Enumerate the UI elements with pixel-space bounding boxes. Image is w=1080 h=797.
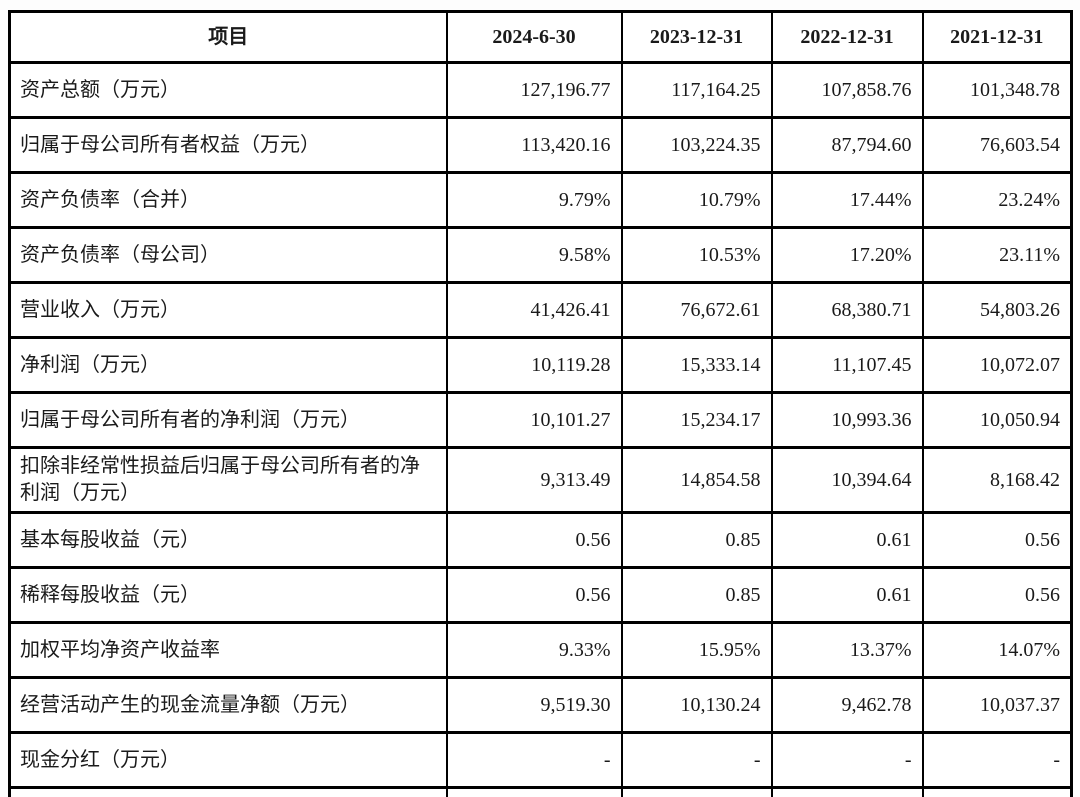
value-cell: 54,803.26 bbox=[921, 281, 1073, 339]
item-label-cell: 基本每股收益（元） bbox=[8, 511, 448, 569]
table-row: 资产负债率（母公司） 9.58% 10.53% 17.20% 23.11% bbox=[8, 226, 1073, 284]
value-cell: 10,037.37 bbox=[921, 676, 1073, 734]
table-row: 基本每股收益（元） 0.56 0.85 0.61 0.56 bbox=[8, 511, 1073, 569]
table-row: 研发投入占营业收入的比例5.60%7.04%6.24%7.62% bbox=[8, 786, 1073, 797]
table-row: 稀释每股收益（元） 0.56 0.85 0.61 0.56 bbox=[8, 566, 1073, 624]
value-cell: 7.04% bbox=[620, 786, 773, 797]
value-cell: 9.58% bbox=[445, 226, 623, 284]
item-label-cell: 研发投入占营业收入的比例 bbox=[8, 786, 448, 797]
value-cell: 9,519.30 bbox=[445, 676, 623, 734]
value-cell: 14,854.58 bbox=[620, 446, 773, 514]
item-label-cell: 归属于母公司所有者权益（万元） bbox=[8, 116, 448, 174]
value-cell: 13.37% bbox=[770, 621, 924, 679]
value-cell: 9.79% bbox=[445, 171, 623, 229]
value-cell: 15,234.17 bbox=[620, 391, 773, 449]
value-cell: 10,993.36 bbox=[770, 391, 924, 449]
item-label-cell: 稀释每股收益（元） bbox=[8, 566, 448, 624]
value-cell: - bbox=[921, 731, 1073, 789]
item-label-cell: 净利润（万元） bbox=[8, 336, 448, 394]
value-cell: 9.33% bbox=[445, 621, 623, 679]
value-cell: 23.11% bbox=[921, 226, 1073, 284]
column-header-date: 2022-12-31 bbox=[770, 10, 924, 64]
value-cell: 107,858.76 bbox=[770, 61, 924, 119]
item-label-cell: 资产负债率（母公司） bbox=[8, 226, 448, 284]
value-cell: 6.24% bbox=[770, 786, 924, 797]
value-cell: 10,394.64 bbox=[770, 446, 924, 514]
item-label-cell: 资产负债率（合并） bbox=[8, 171, 448, 229]
column-header-date: 2023-12-31 bbox=[620, 10, 773, 64]
table-row: 扣除非经常性损益后归属于母公司所有者的净利润（万元） 9,313.49 14,854… bbox=[8, 446, 1073, 514]
value-cell: 9,313.49 bbox=[445, 446, 623, 514]
item-label-cell: 现金分红（万元） bbox=[8, 731, 448, 789]
value-cell: 10,101.27 bbox=[445, 391, 623, 449]
value-cell: 23.24% bbox=[921, 171, 1073, 229]
value-cell: 0.61 bbox=[770, 566, 924, 624]
value-cell: 68,380.71 bbox=[770, 281, 924, 339]
value-cell: 0.56 bbox=[921, 511, 1073, 569]
value-cell: 5.60% bbox=[445, 786, 623, 797]
item-label-cell: 经营活动产生的现金流量净额（万元） bbox=[8, 676, 448, 734]
value-cell: 0.56 bbox=[445, 511, 623, 569]
item-label-cell: 营业收入（万元） bbox=[8, 281, 448, 339]
value-cell: 15.95% bbox=[620, 621, 773, 679]
value-cell: 8,168.42 bbox=[921, 446, 1073, 514]
value-cell: 14.07% bbox=[921, 621, 1073, 679]
value-cell: - bbox=[445, 731, 623, 789]
table-row: 归属于母公司所有者的净利润（万元） 10,101.27 15,234.17 10,99… bbox=[8, 391, 1073, 449]
value-cell: 10,072.07 bbox=[921, 336, 1073, 394]
table-row: 营业收入（万元） 41,426.41 76,672.61 68,380.71 54,80… bbox=[8, 281, 1073, 339]
item-label-cell: 资产总额（万元） bbox=[8, 61, 448, 119]
value-cell: 41,426.41 bbox=[445, 281, 623, 339]
value-cell: 10.79% bbox=[620, 171, 773, 229]
value-cell: 113,420.16 bbox=[445, 116, 623, 174]
value-cell: 0.61 bbox=[770, 511, 924, 569]
value-cell: 76,603.54 bbox=[921, 116, 1073, 174]
value-cell: 0.56 bbox=[921, 566, 1073, 624]
table-row: 资产总额（万元） 127,196.77 117,164.25 107,858.76 10… bbox=[8, 61, 1073, 119]
value-cell: 10,130.24 bbox=[620, 676, 773, 734]
table-row: 经营活动产生的现金流量净额（万元） 9,519.30 10,130.24 9,462.… bbox=[8, 676, 1073, 734]
value-cell: - bbox=[770, 731, 924, 789]
value-cell: 10,050.94 bbox=[921, 391, 1073, 449]
value-cell: 10,119.28 bbox=[445, 336, 623, 394]
table-row: 现金分红（万元） - - - - bbox=[8, 731, 1073, 789]
table-row: 加权平均净资产收益率 9.33% 15.95% 13.37% 14.07% bbox=[8, 621, 1073, 679]
header-row: 项目 2024-6-30 2023-12-31 2022-12-31 2021-12-3… bbox=[8, 10, 1073, 64]
item-label-cell: 加权平均净资产收益率 bbox=[8, 621, 448, 679]
value-cell: 10.53% bbox=[620, 226, 773, 284]
table-row: 净利润（万元） 10,119.28 15,333.14 11,107.45 10,072… bbox=[8, 336, 1073, 394]
value-cell: 101,348.78 bbox=[921, 61, 1073, 119]
value-cell: 11,107.45 bbox=[770, 336, 924, 394]
column-header-item: 项目 bbox=[8, 10, 448, 64]
column-header-date: 2021-12-31 bbox=[921, 10, 1073, 64]
value-cell: 103,224.35 bbox=[620, 116, 773, 174]
item-label-cell: 归属于母公司所有者的净利润（万元） bbox=[8, 391, 448, 449]
value-cell: 9,462.78 bbox=[770, 676, 924, 734]
value-cell: 127,196.77 bbox=[445, 61, 623, 119]
value-cell: - bbox=[620, 731, 773, 789]
table-row: 归属于母公司所有者权益（万元） 113,420.16 103,224.35 87,79… bbox=[8, 116, 1073, 174]
financial-summary-table: 项目 2024-6-30 2023-12-31 2022-12-31 2021-12-3… bbox=[8, 10, 1073, 797]
value-cell: 87,794.60 bbox=[770, 116, 924, 174]
value-cell: 17.44% bbox=[770, 171, 924, 229]
table-row: 资产负债率（合并） 9.79% 10.79% 17.44% 23.24% bbox=[8, 171, 1073, 229]
value-cell: 76,672.61 bbox=[620, 281, 773, 339]
value-cell: 0.56 bbox=[445, 566, 623, 624]
table-body: 资产总额（万元） 127,196.77 117,164.25 107,858.76 10… bbox=[8, 61, 1073, 797]
column-header-date: 2024-6-30 bbox=[445, 10, 623, 64]
value-cell: 0.85 bbox=[620, 511, 773, 569]
value-cell: 15,333.14 bbox=[620, 336, 773, 394]
value-cell: 117,164.25 bbox=[620, 61, 773, 119]
item-label-cell: 扣除非经常性损益后归属于母公司所有者的净利润（万元） bbox=[8, 446, 448, 514]
value-cell: 7.62% bbox=[921, 786, 1073, 797]
value-cell: 17.20% bbox=[770, 226, 924, 284]
table-header: 项目 2024-6-30 2023-12-31 2022-12-31 2021-12-3… bbox=[8, 10, 1073, 64]
value-cell: 0.85 bbox=[620, 566, 773, 624]
